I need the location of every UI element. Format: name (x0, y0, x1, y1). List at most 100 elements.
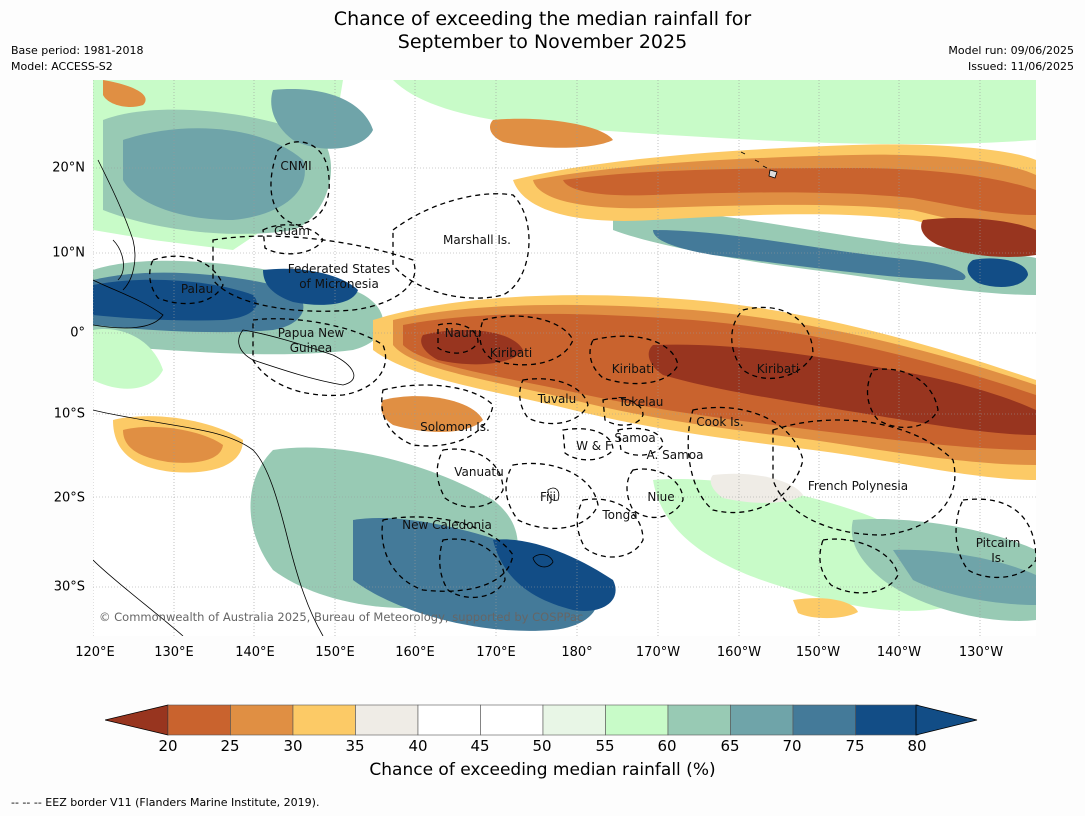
colorbar-tick: 20 (158, 737, 178, 755)
colorbar-cell (667, 704, 731, 736)
lon-label: 170°W (635, 645, 681, 660)
label-guam: Guam (274, 224, 310, 238)
eez-wf (562, 428, 614, 461)
new-guinea-coast (238, 329, 355, 386)
colorbar-tick: 65 (720, 737, 740, 755)
meta-left: Base period: 1981-2018 Model: ACCESS-S2 (11, 43, 143, 75)
colorbar-tick: 55 (595, 737, 615, 755)
colorbar-tick: 75 (845, 737, 865, 755)
label-fsm-1: Federated States (288, 262, 390, 276)
label-nauru: Nauru (445, 326, 481, 340)
region-labels: CNMI Guam Marshall Is. Federated States … (181, 159, 1020, 565)
label-fiji: Fiji (540, 490, 556, 504)
lat-label: 20°S (53, 490, 85, 506)
colorbar-tick: 80 (907, 737, 927, 755)
teal-dark-se (893, 549, 1036, 605)
lat-label: 10°N (52, 245, 85, 261)
label-samoa: Samoa (614, 431, 655, 445)
colorbar-cell (292, 704, 356, 736)
orange-patch-australia (123, 426, 223, 463)
label-niue: Niue (647, 490, 674, 504)
yellow-patch-south (793, 598, 858, 619)
label-tokelau: Tokelau (618, 395, 664, 409)
colorbar-cell (167, 704, 231, 736)
eez-kiribati-east (731, 306, 814, 380)
eez-samoa (617, 427, 664, 456)
green-area-north (393, 80, 1036, 145)
colorbar-cell (605, 704, 669, 736)
label-wf: W & F (576, 439, 612, 453)
australia-coast-south (93, 559, 184, 636)
label-american-samoa: A. Samoa (647, 448, 704, 462)
colorbar-tick: 60 (657, 737, 677, 755)
lon-label: 130°E (154, 645, 194, 660)
copyright-notice: © Commonwealth of Australia 2025, Bureau… (99, 610, 583, 624)
lon-label: 140°W (876, 645, 922, 660)
navy-area-sw (493, 539, 616, 611)
title-line-2: September to November 2025 (397, 31, 688, 53)
label-kiribati-central: Kiribati (612, 362, 654, 376)
philippines-coast (97, 159, 136, 291)
label-french-polynesia: French Polynesia (808, 479, 908, 493)
eez-png (252, 318, 387, 397)
eez-cnmi (270, 141, 330, 226)
eez-palau (149, 255, 224, 305)
eez-pitcairn (955, 498, 1036, 579)
lon-label: 150°E (315, 645, 355, 660)
eez-fp-north (866, 368, 939, 429)
eez-niue (626, 468, 684, 519)
eez-vanuatu (436, 448, 504, 508)
lat-label: 30°S (53, 579, 85, 595)
eez-legend-note: -- -- -- EEZ border V11 (Flanders Marine… (11, 796, 320, 809)
colorbar-cells (167, 704, 919, 736)
eez-new-caledonia (381, 516, 514, 592)
model-name: Model: ACCESS-S2 (11, 60, 113, 73)
brown-patch-nauru (421, 330, 523, 365)
teal-dark-nw (123, 128, 305, 220)
lat-label: 10°S (53, 406, 85, 422)
base-period: Base period: 1981-2018 (11, 44, 144, 57)
model-run: Model run: 09/06/2025 (948, 44, 1074, 57)
eez-kiribati-west (479, 315, 574, 366)
colorbar (105, 704, 978, 736)
lon-label: 150°W (795, 645, 841, 660)
colorbar-cell (480, 704, 544, 736)
colorbar-title: Chance of exceeding median rainfall (%) (369, 760, 716, 780)
red-band-north (563, 168, 1036, 215)
label-kiribati-east: Kiribati (757, 362, 799, 376)
blue-band-north (653, 230, 966, 280)
coastlines (93, 151, 778, 636)
label-marshall: Marshall Is. (443, 233, 511, 247)
eez-norfolk (439, 538, 506, 599)
label-pitcairn-1: Pitcairn (976, 536, 1021, 550)
eez-solomon (381, 384, 494, 447)
label-pitcairn-2: Is. (991, 551, 1005, 565)
label-tonga: Tonga (601, 508, 637, 522)
eez-tonga (576, 498, 644, 558)
eez-cook (687, 406, 804, 514)
issued-date: Issued: 11/06/2025 (967, 60, 1074, 73)
label-png-2: Guinea (290, 341, 333, 355)
label-cook: Cook Is. (696, 415, 743, 429)
colorbar-cell (855, 704, 919, 736)
colorbar-cell (230, 704, 294, 736)
colorbar-high-extend (915, 704, 978, 736)
label-vanuatu: Vanuatu (454, 465, 504, 479)
eez-tokelau (602, 397, 644, 426)
navy-band-equator-west (93, 279, 257, 321)
eez-borders (149, 141, 1036, 599)
lon-label: 160°E (395, 645, 435, 660)
graticule (93, 80, 1036, 636)
lon-label: 170°E (476, 645, 516, 660)
brown-patch-ne (921, 218, 1036, 257)
rainfall-fields (93, 80, 1036, 631)
label-cnmi: CNMI (280, 159, 311, 173)
map-title: Chance of exceeding the median rainfall … (0, 8, 1085, 54)
eez-kiribati-central (589, 335, 679, 385)
brown-band-equator (648, 344, 1036, 435)
blue-patch-north (271, 89, 373, 149)
lat-label: 20°N (52, 160, 85, 176)
lon-label: 160°W (716, 645, 762, 660)
colorbar-cell (792, 704, 856, 736)
eez-marshall (392, 193, 530, 299)
